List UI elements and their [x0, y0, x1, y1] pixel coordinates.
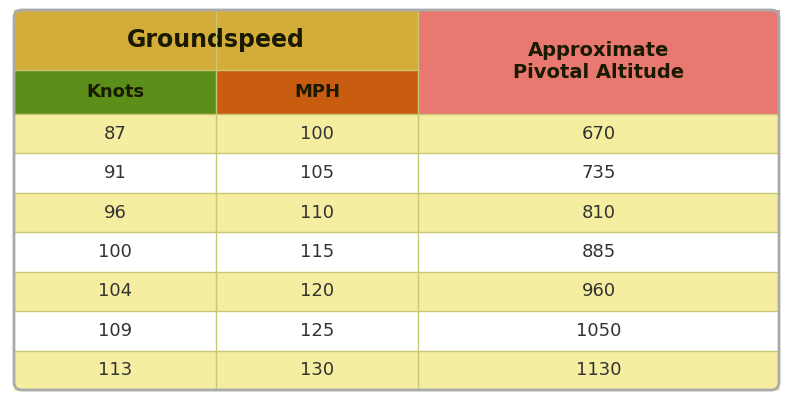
- Bar: [418, 311, 779, 350]
- Text: Groundspeed: Groundspeed: [127, 28, 305, 52]
- Text: 104: 104: [98, 282, 132, 300]
- Text: 120: 120: [300, 282, 334, 300]
- Bar: [14, 232, 216, 272]
- Bar: [216, 272, 418, 311]
- Bar: [216, 114, 418, 154]
- Text: 735: 735: [581, 164, 615, 182]
- Text: 670: 670: [581, 125, 615, 143]
- Text: 100: 100: [300, 125, 334, 143]
- Bar: [418, 193, 779, 232]
- Text: 1050: 1050: [576, 322, 621, 340]
- Bar: [14, 114, 216, 154]
- Text: Knots: Knots: [86, 83, 144, 101]
- Text: 115: 115: [300, 243, 334, 261]
- Text: 113: 113: [98, 361, 132, 379]
- Text: 96: 96: [104, 204, 126, 222]
- Bar: [14, 154, 216, 193]
- Bar: [216, 311, 418, 350]
- Bar: [14, 193, 216, 232]
- Bar: [418, 10, 779, 114]
- Text: 91: 91: [104, 164, 126, 182]
- Bar: [418, 272, 779, 311]
- Bar: [14, 311, 216, 350]
- Text: 1130: 1130: [576, 361, 621, 379]
- FancyBboxPatch shape: [14, 10, 779, 390]
- Text: 960: 960: [581, 282, 615, 300]
- Bar: [14, 350, 216, 390]
- Bar: [216, 350, 418, 390]
- Bar: [216, 154, 418, 193]
- Text: MPH: MPH: [294, 83, 340, 101]
- Bar: [418, 154, 779, 193]
- Text: 885: 885: [581, 243, 615, 261]
- Bar: [418, 350, 779, 390]
- Text: Approximate
Pivotal Altitude: Approximate Pivotal Altitude: [513, 42, 684, 82]
- Bar: [14, 10, 418, 70]
- Text: 109: 109: [98, 322, 132, 340]
- Bar: [216, 70, 418, 114]
- Text: 810: 810: [581, 204, 615, 222]
- Bar: [14, 70, 216, 114]
- Text: 110: 110: [300, 204, 334, 222]
- Text: 100: 100: [98, 243, 132, 261]
- Bar: [14, 272, 216, 311]
- Bar: [418, 114, 779, 154]
- Text: 87: 87: [104, 125, 126, 143]
- Bar: [216, 232, 418, 272]
- Text: 125: 125: [300, 322, 334, 340]
- Text: 130: 130: [300, 361, 334, 379]
- Text: 105: 105: [300, 164, 334, 182]
- Bar: [418, 232, 779, 272]
- Bar: [216, 193, 418, 232]
